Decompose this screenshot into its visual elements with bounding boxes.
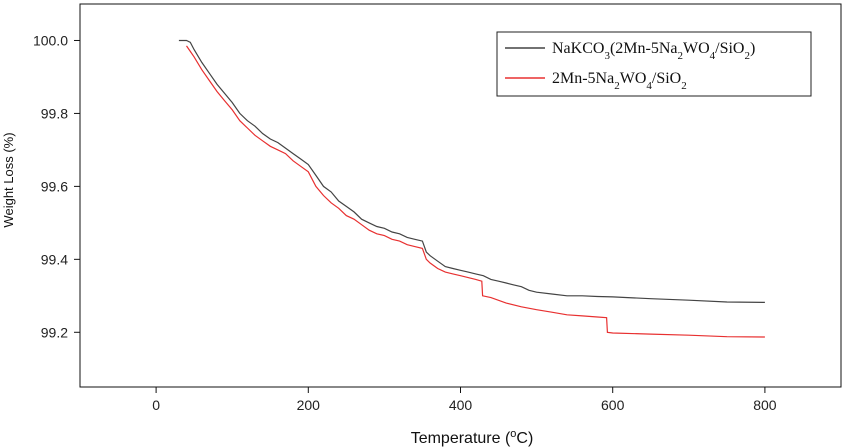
x-tick-label: 0 (152, 397, 160, 413)
series-line-1 (178, 39, 765, 303)
y-axis: 99.2 99.4 99.6 99.8 100.0 (33, 32, 80, 340)
legend-label-1: NaKCO3(2Mn-5Na2WO4/SiO2) (552, 40, 755, 62)
y-tick-label: 99.2 (41, 324, 68, 340)
x-tick-label: 200 (297, 397, 321, 413)
x-axis: 0 200 400 600 800 (152, 387, 777, 413)
x-tick-label: 800 (753, 397, 777, 413)
y-tick-label: 99.6 (41, 178, 68, 194)
series-line-2 (186, 45, 765, 338)
y-tick-label: 99.8 (41, 105, 68, 121)
y-tick-label: 99.4 (41, 251, 68, 267)
series-layer (178, 39, 765, 338)
y-tick-label: 100.0 (33, 32, 68, 48)
legend: NaKCO3(2Mn-5Na2WO4/SiO2) 2Mn-5Na2WO4/SiO2 (496, 31, 812, 97)
x-axis-title: Temperature (oC) (411, 428, 534, 447)
legend-label-2: 2Mn-5Na2WO4/SiO2 (552, 70, 687, 92)
y-axis-title: Weight Loss (%) (1, 132, 16, 227)
legend-box (496, 31, 812, 97)
x-tick-label: 600 (601, 397, 625, 413)
x-tick-label: 400 (449, 397, 473, 413)
